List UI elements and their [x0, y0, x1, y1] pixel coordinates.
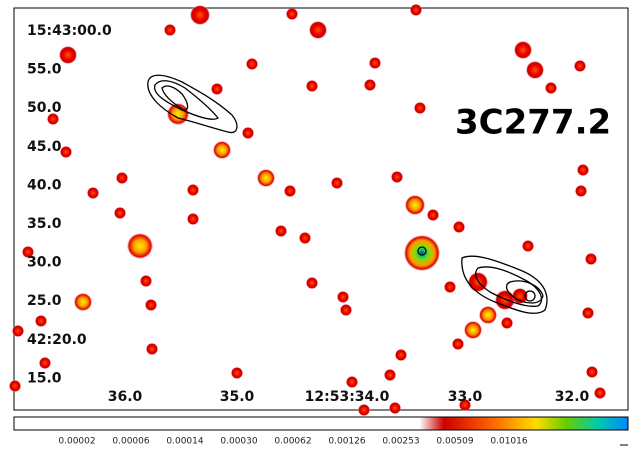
emission-blob [545, 82, 557, 94]
y-coordinate-label: 50.0 [27, 100, 62, 116]
emission-blob [164, 24, 176, 36]
emission-blob [404, 235, 440, 271]
emission-blob [346, 376, 358, 388]
emission-blob [514, 41, 532, 59]
emission-blob [60, 146, 72, 158]
emission-blob [242, 127, 254, 139]
emission-blob [39, 357, 51, 369]
emission-blob [87, 187, 99, 199]
source-label: 3C277.2 [455, 103, 611, 143]
emission-blob [574, 60, 586, 72]
emission-blob [309, 21, 327, 39]
emission-blob [526, 61, 544, 79]
emission-blob [575, 185, 587, 197]
emission-blob [47, 113, 59, 125]
emission-blob [59, 46, 77, 64]
emission-blob [306, 80, 318, 92]
emission-blob [74, 293, 92, 311]
y-coordinate-label: 30.0 [27, 255, 62, 271]
y-coordinate-label: 42:20.0 [27, 332, 87, 348]
colorbar [13, 416, 629, 431]
emission-blob [231, 367, 243, 379]
contours [147, 74, 548, 314]
emission-blob [391, 171, 403, 183]
emission-blob [501, 317, 513, 329]
emission-blob [114, 207, 126, 219]
y-coordinate-label: 35.0 [27, 216, 62, 232]
emission-blob [187, 184, 199, 196]
colorbar-tick-label: 0.00126 [328, 437, 365, 447]
emission-blob [369, 57, 381, 69]
emission-blob [414, 102, 426, 114]
x-coordinate-label: 32.0 [555, 389, 590, 405]
emission-blob [522, 240, 534, 252]
emission-blob [410, 4, 422, 16]
emission-blob [452, 338, 464, 350]
emission-blob [331, 177, 343, 189]
y-coordinate-label: 15:43:00.0 [27, 23, 112, 39]
emission-blob [395, 349, 407, 361]
emission-blob [358, 404, 370, 416]
core-contour [417, 246, 427, 256]
emission-blob [586, 366, 598, 378]
x-coordinate-label: 35.0 [220, 389, 255, 405]
emission-blob [22, 246, 34, 258]
emission-blob [405, 195, 425, 215]
y-coordinate-label: 55.0 [27, 62, 62, 78]
emission-blob [577, 164, 589, 176]
emission-blob [146, 343, 158, 355]
emission-blob [140, 275, 152, 287]
emission-blob [145, 299, 157, 311]
emission-blob [127, 233, 153, 259]
emission-blob [187, 213, 199, 225]
emission-blob [213, 141, 231, 159]
y-coordinate-label: 15.0 [27, 370, 62, 386]
emission-blob [594, 387, 606, 399]
emission-blob [286, 8, 298, 20]
emission-blob [512, 288, 528, 304]
emission-blob [459, 399, 471, 411]
x-coordinate-label: 12:53:34.0 [305, 389, 390, 405]
emission-blob [35, 315, 47, 327]
emission-blob [427, 209, 439, 221]
emission-blob [246, 58, 258, 70]
emission-blob [384, 369, 396, 381]
emission-blob [364, 79, 376, 91]
colorbar-tick-label: 0.00014 [166, 437, 203, 447]
emission-blob [453, 221, 465, 233]
emission-blob [257, 169, 275, 187]
emission-blob [275, 225, 287, 237]
y-coordinate-label: 25.0 [27, 293, 62, 309]
emission-blob [9, 380, 21, 392]
emission-blob [299, 232, 311, 244]
y-coordinate-label: 45.0 [27, 139, 62, 155]
x-coordinate-label: 36.0 [108, 389, 143, 405]
emission-blob [495, 290, 515, 310]
emission-blob [340, 304, 352, 316]
colorbar-tick-label: 0.00002 [58, 437, 95, 447]
emission-blob [284, 185, 296, 197]
colorbar-tick-label: 0.01016 [490, 437, 527, 447]
emission-blob [582, 307, 594, 319]
emission-blob [116, 172, 128, 184]
emission-blob [479, 306, 497, 324]
emission-blob [12, 325, 24, 337]
colorbar-tick-label: 0.00006 [112, 437, 149, 447]
y-coordinate-label: 40.0 [27, 177, 62, 193]
colorbar-tick-label: 0.00062 [274, 437, 311, 447]
colorbar-tick-label: 0.00030 [220, 437, 257, 447]
emission [9, 4, 606, 416]
colorbar-tick-label: 0.00253 [382, 437, 419, 447]
emission-blob [211, 83, 223, 95]
colorbar-tick-label: 0.00509 [436, 437, 473, 447]
x-coordinate-label: 33.0 [448, 389, 483, 405]
emission-blob [585, 253, 597, 265]
emission-blob [337, 291, 349, 303]
emission-blob [306, 277, 318, 289]
emission-blob [464, 321, 482, 339]
emission-blob [389, 402, 401, 414]
emission-blob [444, 281, 456, 293]
emission-blob [190, 5, 210, 25]
